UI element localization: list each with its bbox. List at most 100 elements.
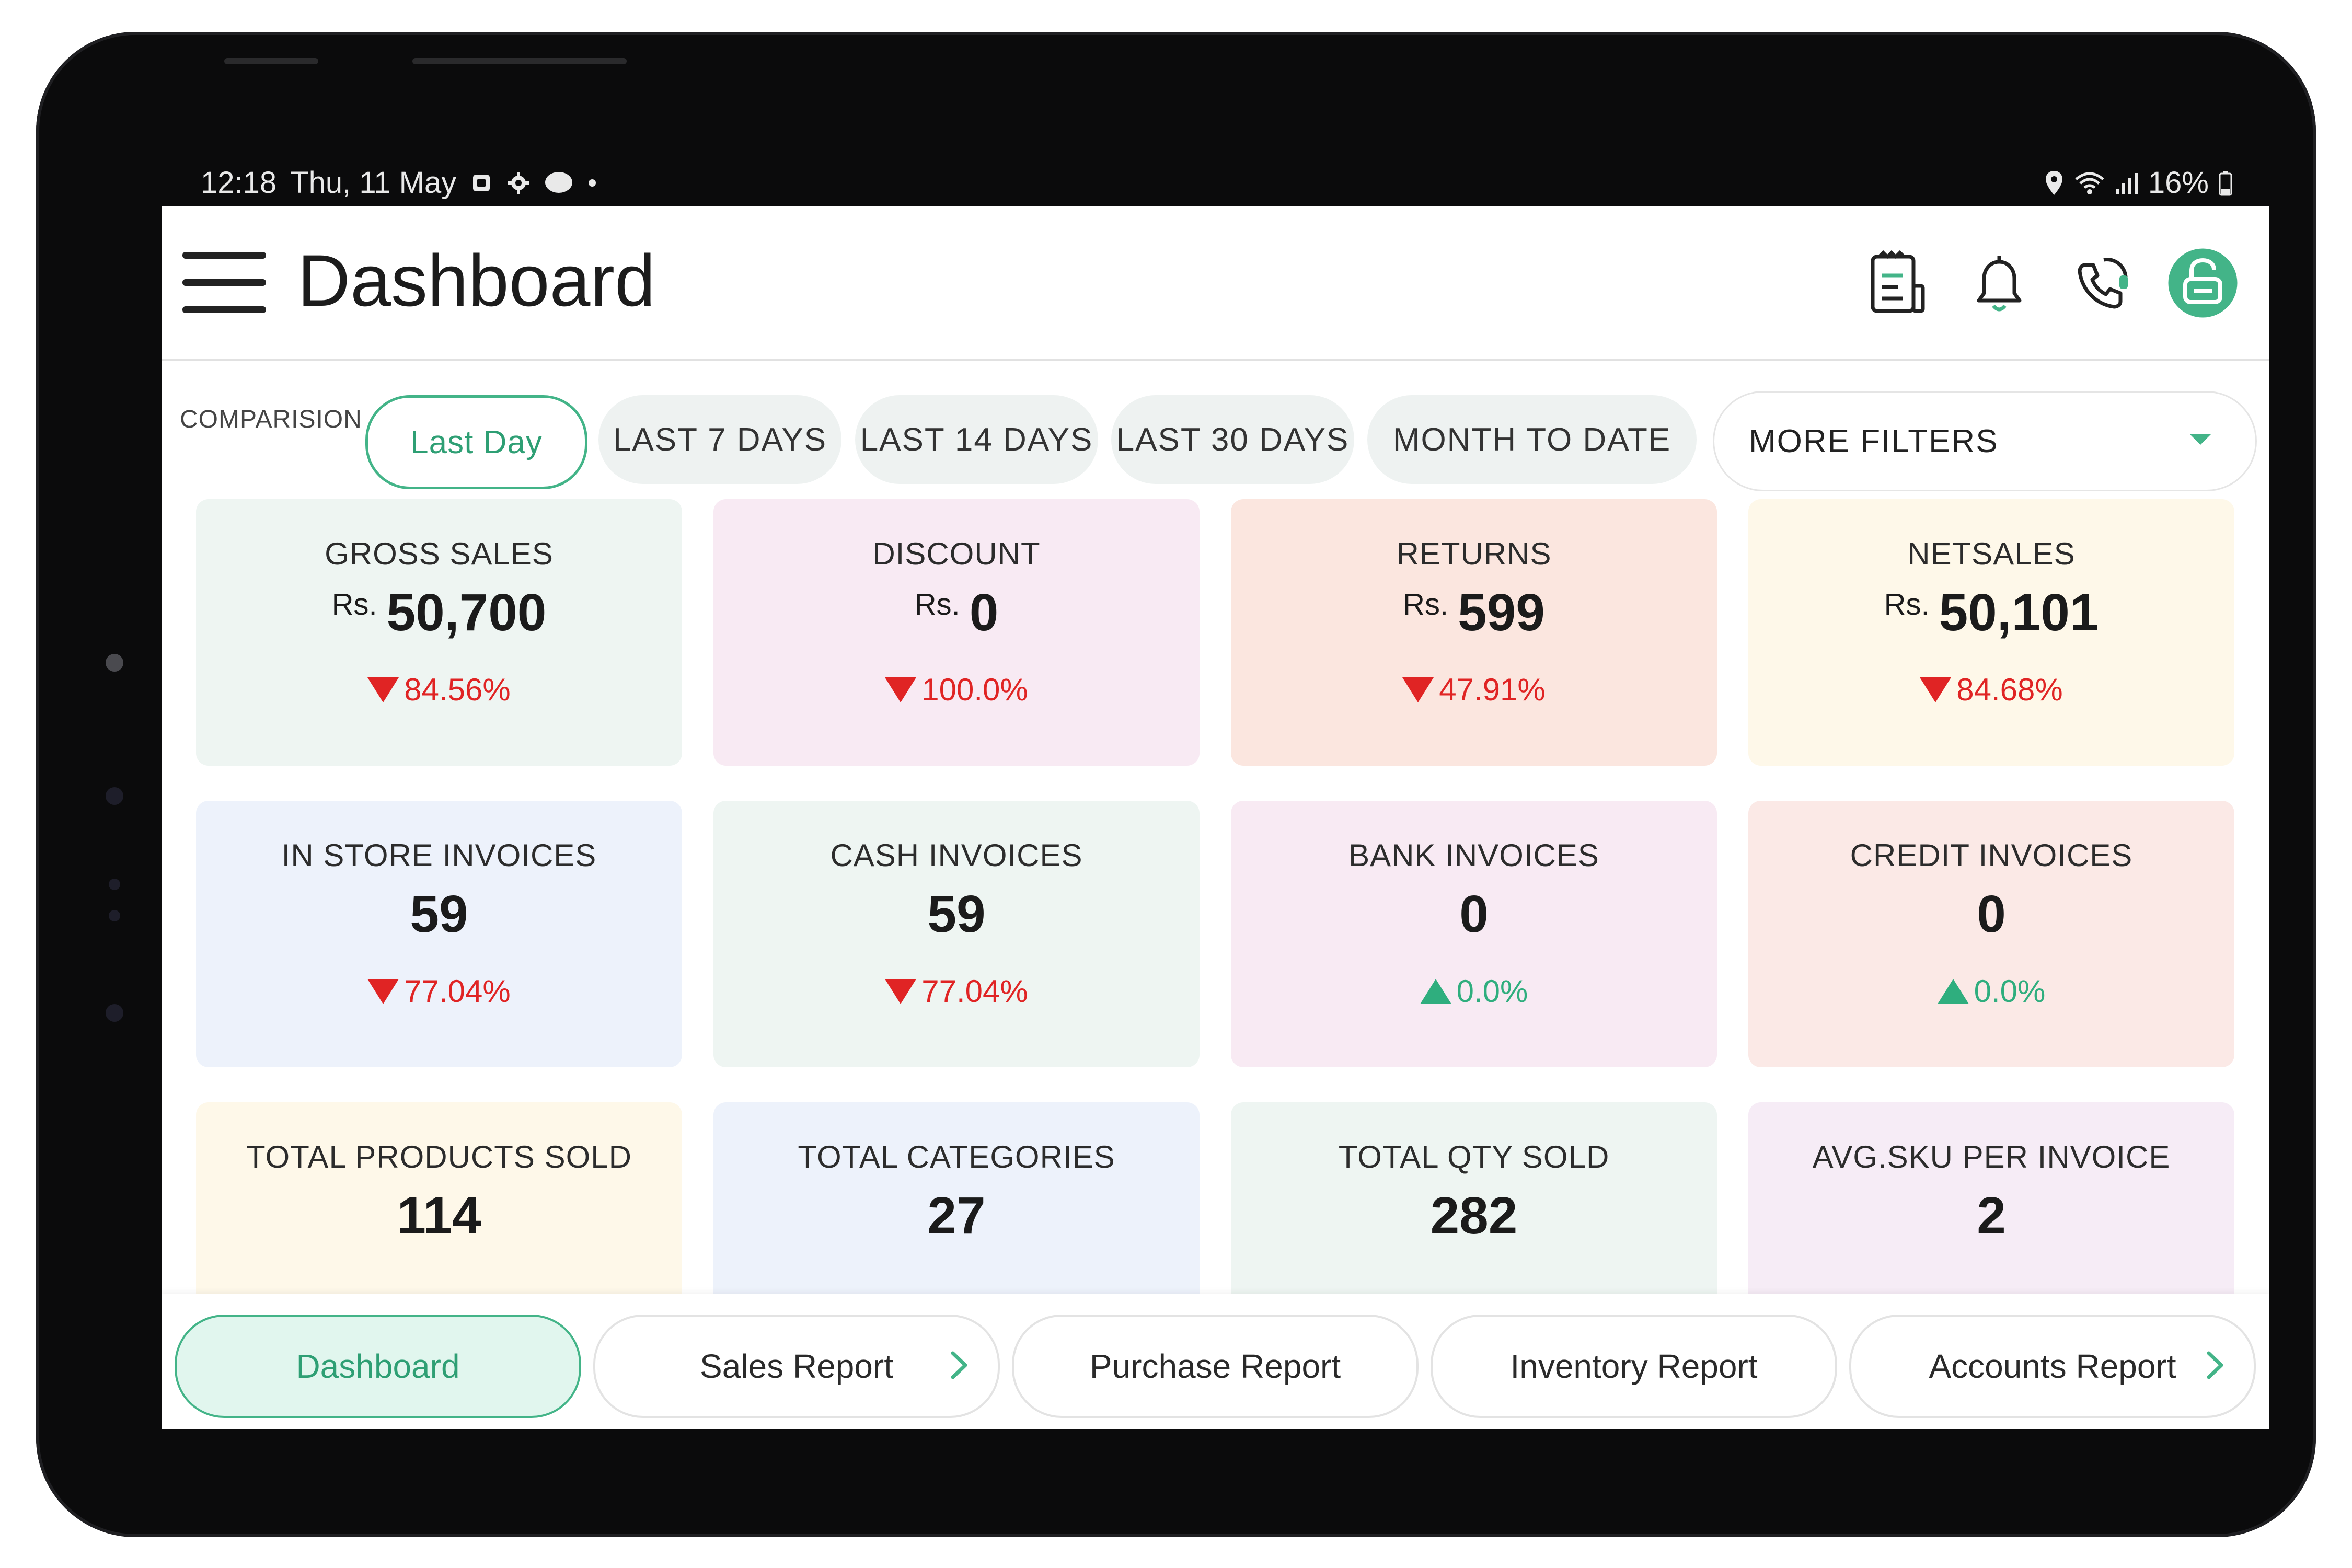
nav-label: Purchase Report — [1089, 1347, 1341, 1385]
card-change: 77.04% — [196, 973, 682, 1009]
battery-icon — [2218, 170, 2233, 196]
sensor — [109, 879, 120, 890]
card-label: CREDIT INVOICES — [1850, 838, 2133, 873]
card-value: Rs. 599 — [1231, 583, 1717, 643]
page-title: Dashboard — [297, 239, 655, 321]
card-label: TOTAL PRODUCTS SOLD — [246, 1139, 632, 1174]
chip-last-7-days[interactable]: LAST 7 DAYS — [598, 395, 841, 484]
nav-dashboard[interactable]: Dashboard — [175, 1315, 581, 1418]
chevron-right-icon — [2207, 1351, 2223, 1379]
change-percent: 0.0% — [1974, 974, 2046, 1009]
card-change: 77.04% — [713, 973, 1200, 1009]
chevron-down-icon — [2190, 434, 2211, 445]
trend-down-icon — [1402, 677, 1434, 702]
front-camera — [106, 654, 123, 672]
menu-icon[interactable] — [182, 252, 266, 314]
card-label: BANK INVOICES — [1348, 838, 1599, 873]
app-header: Dashboard — [162, 206, 2269, 361]
tablet-frame: 12:18 Thu, 11 May — [36, 32, 2316, 1537]
card-label: DISCOUNT — [872, 536, 1041, 571]
sensor — [109, 910, 120, 921]
card-label: CASH INVOICES — [830, 838, 1083, 873]
comparison-filter-bar: COMPARISION Last Day LAST 7 DAYS LAST 14… — [162, 361, 2269, 499]
status-time: 12:18 — [201, 166, 277, 200]
card-value: 59 — [927, 885, 986, 943]
message-icon — [544, 171, 573, 195]
trend-up-icon — [1420, 978, 1451, 1004]
card-amount: 0 — [969, 583, 999, 642]
nav-sales-report[interactable]: Sales Report — [593, 1315, 1000, 1418]
nav-label: Sales Report — [700, 1347, 893, 1385]
notification-icon — [470, 171, 493, 194]
card-bank-invoices[interactable]: BANK INVOICES 0 0.0% — [1231, 801, 1717, 1067]
change-percent: 0.0% — [1456, 974, 1528, 1009]
card-in-store-invoices[interactable]: IN STORE INVOICES 59 77.04% — [196, 801, 682, 1067]
card-amount: 50,700 — [386, 583, 547, 642]
more-filters-label: MORE FILTERS — [1749, 423, 1999, 459]
card-amount: 599 — [1458, 583, 1545, 642]
nav-label: Dashboard — [296, 1347, 460, 1385]
trend-down-icon — [885, 677, 917, 702]
comparison-label: COMPARISION — [180, 406, 362, 433]
bottom-report-nav: Dashboard Sales Report Purchase Report I… — [162, 1294, 2269, 1429]
change-percent: 77.04% — [404, 974, 511, 1009]
currency-label: Rs. — [1403, 587, 1449, 621]
card-gross-sales[interactable]: GROSS SALES Rs. 50,700 84.56% — [196, 499, 682, 766]
card-discount[interactable]: DISCOUNT Rs. 0 100.0% — [713, 499, 1200, 766]
card-label: AVG.SKU PER INVOICE — [1812, 1139, 2171, 1174]
chip-last-day[interactable]: Last Day — [365, 395, 587, 489]
card-cash-invoices[interactable]: CASH INVOICES 59 77.04% — [713, 801, 1200, 1067]
trend-down-icon — [1920, 677, 1952, 702]
card-value: 282 — [1430, 1186, 1518, 1245]
card-credit-invoices[interactable]: CREDIT INVOICES 0 0.0% — [1748, 801, 2234, 1067]
card-label: NETSALES — [1907, 536, 2076, 571]
nav-label: Inventory Report — [1510, 1347, 1758, 1385]
trend-down-icon — [885, 978, 917, 1004]
card-change: 47.91% — [1231, 672, 1717, 708]
wifi-icon — [2074, 170, 2105, 196]
card-netsales[interactable]: NETSALES Rs. 50,101 84.68% — [1748, 499, 2234, 766]
chip-last-30-days[interactable]: LAST 30 DAYS — [1111, 395, 1354, 484]
status-date: Thu, 11 May — [290, 166, 457, 200]
chip-last-14-days[interactable]: LAST 14 DAYS — [855, 395, 1098, 484]
card-value: 0 — [1459, 885, 1489, 943]
trend-up-icon — [1937, 978, 1969, 1004]
status-bar: 12:18 Thu, 11 May — [162, 155, 2269, 206]
card-label: RETURNS — [1396, 536, 1552, 571]
card-value: Rs. 0 — [713, 583, 1200, 643]
hardware-button — [224, 58, 318, 64]
dot-icon — [587, 178, 597, 188]
card-value: 27 — [927, 1186, 986, 1245]
location-icon — [2044, 170, 2065, 196]
card-label: TOTAL CATEGORIES — [798, 1139, 1115, 1174]
lock-icon[interactable] — [2167, 248, 2238, 318]
change-percent: 47.91% — [1439, 672, 1546, 707]
nav-inventory-report[interactable]: Inventory Report — [1431, 1315, 1837, 1418]
report-icon[interactable] — [1862, 248, 1932, 318]
nav-accounts-report[interactable]: Accounts Report — [1849, 1315, 2256, 1418]
card-label: IN STORE INVOICES — [281, 838, 597, 873]
currency-label: Rs. — [1884, 587, 1930, 621]
card-change: 0.0% — [1231, 973, 1717, 1009]
card-value: Rs. 50,101 — [1748, 583, 2234, 643]
card-change: 84.68% — [1748, 672, 2234, 708]
nav-purchase-report[interactable]: Purchase Report — [1012, 1315, 1419, 1418]
change-percent: 100.0% — [921, 672, 1028, 707]
card-change: 0.0% — [1748, 973, 2234, 1009]
more-filters-dropdown[interactable]: MORE FILTERS — [1713, 391, 2257, 491]
chip-month-to-date[interactable]: MONTH TO DATE — [1367, 395, 1697, 484]
nav-label: Accounts Report — [1929, 1347, 2176, 1385]
card-value: 59 — [410, 885, 468, 943]
card-change: 84.56% — [196, 672, 682, 708]
trend-down-icon — [367, 677, 399, 702]
support-call-icon[interactable] — [2066, 248, 2136, 318]
change-percent: 84.68% — [1956, 672, 2063, 707]
trend-down-icon — [367, 978, 399, 1004]
sensor — [106, 1004, 123, 1022]
card-returns[interactable]: RETURNS Rs. 599 47.91% — [1231, 499, 1717, 766]
currency-label: Rs. — [331, 587, 377, 621]
bell-icon[interactable] — [1964, 248, 2034, 318]
change-percent: 77.04% — [921, 974, 1028, 1009]
card-value: 2 — [1977, 1186, 2006, 1245]
dashboard-cards: GROSS SALES Rs. 50,700 84.56% DISCOUNT Rs… — [162, 499, 2269, 1369]
